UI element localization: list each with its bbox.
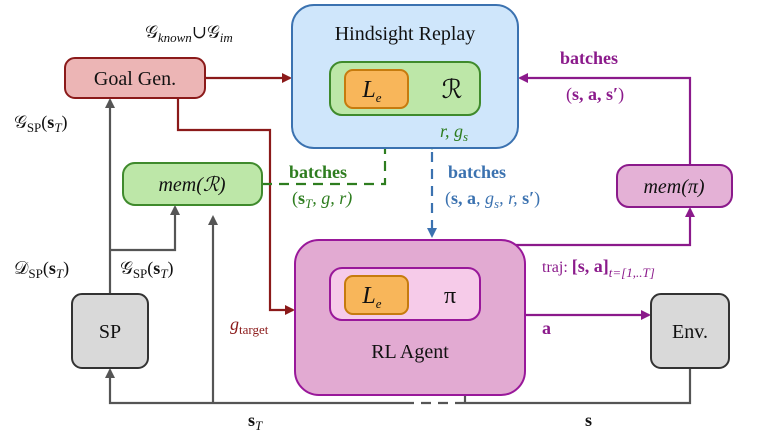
state-to-sp	[105, 368, 410, 405]
replay-loss-box	[344, 69, 409, 109]
mem-pi-to-replay	[518, 73, 692, 165]
label-part: s	[47, 112, 54, 132]
agent-loss-box	[344, 275, 409, 315]
label-part: (	[445, 188, 451, 209]
traj-label: traj: [s, a]t=[1,..T]	[542, 256, 655, 280]
sp-box	[71, 293, 149, 369]
label-part: )	[63, 258, 69, 279]
label-part: ∪	[192, 22, 207, 42]
connectors	[105, 73, 695, 405]
r-gs-label: r, gs	[440, 121, 468, 144]
batches-agent-title: batches	[448, 162, 506, 182]
agent-policy: π	[444, 283, 456, 309]
s-label: s	[585, 410, 592, 430]
label-part: known	[158, 30, 192, 45]
label-part: , g, r)	[312, 188, 352, 209]
label-part: r, g	[440, 121, 463, 141]
label-part: e	[376, 296, 382, 311]
label-part: )	[534, 188, 540, 209]
label-part: 𝒟	[14, 258, 29, 278]
label-part: SP	[28, 266, 42, 281]
batches-r-title: batches	[289, 162, 347, 182]
label-part: s	[298, 188, 305, 208]
action-label: a	[542, 318, 551, 338]
label-part: s, a, s′	[572, 84, 618, 104]
env-label: Env.	[672, 321, 708, 343]
agent-loss: Le	[361, 283, 381, 311]
label-part: target	[239, 322, 269, 337]
label-part: traj:	[542, 259, 572, 276]
label-part: s	[49, 258, 56, 278]
goal-gen-label: Goal Gen.	[94, 68, 176, 90]
mem-pi-box	[616, 164, 733, 208]
mem-to-replay	[262, 115, 390, 186]
label-part: e	[376, 90, 382, 105]
agent-title: RL Agent	[371, 341, 449, 363]
label-part: s, a	[451, 188, 476, 208]
label-part: 𝒢	[120, 258, 133, 278]
label-part: im	[220, 30, 233, 45]
label-part: , r,	[499, 188, 522, 208]
env-box	[650, 293, 730, 369]
s-t-label: sT	[248, 410, 263, 433]
label-part: s	[248, 410, 255, 430]
label-part: SP	[133, 266, 147, 281]
batches-pi-tuple: (s, a, s′)	[566, 84, 624, 105]
label-part: L	[361, 77, 375, 103]
mem-r-box	[122, 162, 263, 206]
goal-to-agent	[176, 98, 295, 315]
label-part: 𝒢	[145, 22, 158, 42]
label-part: T	[160, 266, 168, 281]
label-part: )	[618, 84, 624, 105]
batches-pi-title: batches	[560, 48, 618, 68]
label-part: SP	[27, 120, 41, 135]
label-part: L	[361, 283, 375, 309]
replay-loss: Le	[361, 77, 381, 105]
label-part: )	[62, 112, 68, 133]
replay-buffer: ℛ	[442, 75, 463, 104]
goal-gen-box	[64, 57, 206, 99]
goal-set-label: 𝒢known∪𝒢im	[145, 22, 233, 45]
label-part: s	[494, 196, 499, 211]
label-part: (	[43, 258, 49, 279]
label-part: (	[292, 188, 298, 209]
label-part: 𝒢	[14, 112, 27, 132]
mem-r-label: mem(ℛ)	[158, 174, 225, 196]
g-sp-right-label: 𝒢SP(sT)	[120, 258, 174, 281]
label-part: (	[566, 84, 572, 105]
label-part: [s, a]	[572, 256, 609, 276]
label-part: , g	[476, 188, 494, 208]
g-sp-up-label: 𝒢SP(sT)	[14, 112, 68, 135]
sp-to-mem	[110, 205, 180, 252]
d-sp-label: 𝒟SP(sT)	[14, 258, 69, 281]
mem-pi-label: mem(π)	[643, 176, 704, 198]
label-part: s	[463, 129, 468, 144]
label-part: 𝒢	[207, 22, 220, 42]
traj	[515, 207, 695, 247]
label-part: t=[1,..T]	[609, 265, 655, 280]
label-part: (	[147, 258, 153, 279]
label-part: T	[305, 196, 313, 211]
label-part: T	[255, 418, 263, 433]
label-part: )	[168, 258, 174, 279]
label-part: (	[41, 112, 47, 133]
replay-title: Hindsight Replay	[335, 23, 476, 45]
label-part: g	[230, 314, 239, 334]
sp-label: SP	[99, 321, 121, 343]
label-part: s′	[522, 188, 534, 208]
label-part: T	[54, 120, 62, 135]
g-target-label: gtarget	[230, 314, 269, 337]
batches-agent-tuple: (s, a, gs, r, s′)	[445, 188, 540, 211]
env-return	[465, 368, 692, 405]
batches-r-tuple: (sT, g, r)	[292, 188, 352, 211]
label-part: T	[56, 266, 64, 281]
label-part: s	[153, 258, 160, 278]
